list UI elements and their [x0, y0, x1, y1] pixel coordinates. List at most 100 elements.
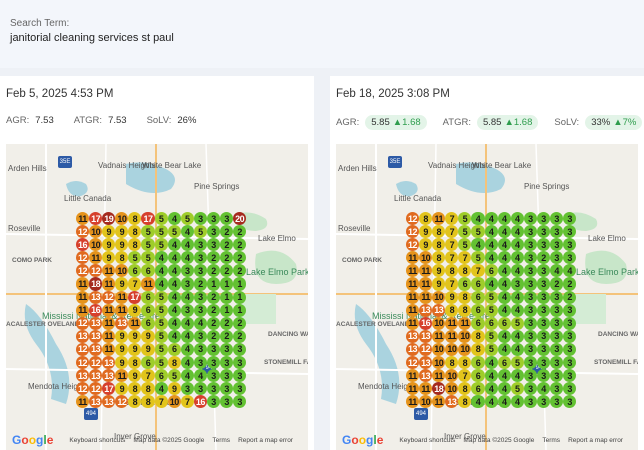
rank-cell[interactable]: 5: [154, 316, 168, 330]
rank-cell[interactable]: 4: [497, 238, 511, 252]
rank-cell[interactable]: 4: [167, 264, 181, 278]
rank-cell[interactable]: 9: [141, 329, 155, 343]
rank-cell[interactable]: 8: [128, 212, 142, 226]
rank-cell[interactable]: 4: [484, 395, 498, 409]
rank-cell[interactable]: 11: [419, 264, 433, 278]
rank-cell[interactable]: 4: [510, 329, 524, 343]
rank-cell[interactable]: 6: [497, 356, 511, 370]
rank-cell[interactable]: 3: [220, 369, 234, 383]
rank-cell[interactable]: 3: [220, 212, 234, 226]
rank-cell[interactable]: 4: [497, 329, 511, 343]
rank-cell[interactable]: 13: [432, 303, 446, 317]
rank-cell[interactable]: 3: [193, 329, 207, 343]
rank-cell[interactable]: 9: [115, 342, 129, 357]
rank-cell[interactable]: 2: [220, 225, 234, 239]
rank-cell[interactable]: 7: [141, 369, 155, 383]
rank-cell[interactable]: 3: [220, 356, 234, 370]
rank-cell[interactable]: 8: [445, 356, 459, 370]
rank-cell[interactable]: 10: [432, 356, 446, 370]
rank-cell[interactable]: 4: [563, 264, 577, 278]
rank-cell[interactable]: 3: [206, 369, 221, 383]
rank-cell[interactable]: 3: [536, 264, 551, 278]
rank-cell[interactable]: 2: [193, 277, 207, 291]
rank-cell[interactable]: 3: [233, 382, 247, 396]
rank-cell[interactable]: 19: [102, 212, 116, 226]
rank-cell[interactable]: 4: [154, 264, 168, 278]
rank-cell[interactable]: 3: [193, 382, 207, 396]
rank-cell[interactable]: 11: [406, 316, 420, 330]
rank-cell[interactable]: 5: [510, 316, 524, 330]
rank-cell[interactable]: 3: [536, 225, 551, 239]
rank-cell[interactable]: 6: [471, 277, 485, 291]
rank-cell[interactable]: 3: [180, 382, 194, 396]
rank-cell[interactable]: 3: [193, 356, 207, 370]
rank-cell[interactable]: 4: [536, 382, 551, 396]
report-map-error-link[interactable]: Report a map error: [238, 436, 293, 444]
rank-cell[interactable]: 4: [180, 342, 194, 357]
rank-cell[interactable]: 9: [102, 251, 116, 265]
rank-cell[interactable]: 10: [445, 342, 459, 357]
rank-cell[interactable]: 4: [180, 225, 194, 239]
rank-cell[interactable]: 4: [497, 303, 511, 317]
rank-cell[interactable]: 5: [154, 225, 168, 239]
rank-cell[interactable]: 11: [432, 395, 446, 409]
rank-cell[interactable]: 3: [523, 212, 537, 226]
rank-cell[interactable]: 16: [89, 303, 103, 317]
rank-cell[interactable]: 4: [510, 342, 524, 357]
rank-cell[interactable]: 10: [458, 342, 472, 357]
rank-cell[interactable]: 8: [471, 329, 485, 343]
rank-cell[interactable]: 6: [141, 290, 155, 304]
rank-cell[interactable]: 13: [89, 290, 103, 304]
rank-cell[interactable]: 10: [419, 395, 433, 409]
rank-cell[interactable]: 11: [419, 277, 433, 291]
rank-cell[interactable]: 5: [484, 342, 498, 357]
rank-cell[interactable]: 5: [484, 329, 498, 343]
rank-cell[interactable]: 4: [497, 277, 511, 291]
report-map-error-link[interactable]: Report a map error: [568, 436, 623, 444]
rank-cell[interactable]: 6: [471, 369, 485, 383]
rank-cell[interactable]: 3: [536, 277, 551, 291]
rank-cell[interactable]: 17: [89, 212, 103, 226]
rank-cell[interactable]: 6: [471, 316, 485, 330]
rank-cell[interactable]: 6: [484, 264, 498, 278]
rank-cell[interactable]: 5: [167, 225, 181, 239]
rank-cell[interactable]: 18: [89, 277, 103, 291]
rank-cell[interactable]: 2: [563, 277, 577, 291]
rank-cell[interactable]: 4: [484, 212, 498, 226]
rank-cell[interactable]: 4: [497, 264, 511, 278]
rank-cell[interactable]: 8: [458, 356, 472, 370]
rank-cell[interactable]: 3: [523, 369, 537, 383]
rank-cell[interactable]: 11: [102, 329, 116, 343]
rank-cell[interactable]: 3: [523, 303, 537, 317]
rank-cell[interactable]: 3: [563, 395, 577, 409]
rank-cell[interactable]: 11: [406, 277, 420, 291]
rank-cell[interactable]: 9: [102, 238, 116, 252]
rank-cell[interactable]: 11: [406, 264, 420, 278]
rank-cell[interactable]: 11: [76, 212, 90, 226]
rank-cell[interactable]: 9: [432, 264, 446, 278]
rank-cell[interactable]: 4: [180, 290, 194, 304]
rank-cell[interactable]: 9: [102, 225, 116, 239]
rank-cell[interactable]: 3: [233, 369, 247, 383]
rank-cell[interactable]: 6: [484, 316, 498, 330]
rank-cell[interactable]: 3: [536, 342, 551, 357]
rank-cell[interactable]: 8: [128, 225, 142, 239]
rank-cell[interactable]: 3: [220, 342, 234, 357]
rank-cell[interactable]: 20: [233, 212, 247, 226]
rank-cell[interactable]: 16: [419, 316, 433, 330]
rank-cell[interactable]: 7: [458, 369, 472, 383]
rank-cell[interactable]: 2: [233, 316, 247, 330]
rank-cell[interactable]: 3: [550, 342, 564, 357]
rank-cell[interactable]: 9: [115, 356, 129, 370]
rank-cell[interactable]: 4: [471, 212, 485, 226]
rank-cell[interactable]: 9: [141, 342, 155, 357]
rank-cell[interactable]: 4: [497, 382, 511, 396]
rank-cell[interactable]: 11: [89, 251, 103, 265]
rank-cell[interactable]: 11: [128, 316, 142, 330]
rank-cell[interactable]: 8: [128, 382, 142, 396]
rank-cell[interactable]: 8: [432, 238, 446, 252]
rank-cell[interactable]: 11: [115, 290, 129, 304]
rank-cell[interactable]: 4: [167, 303, 181, 317]
rank-cell[interactable]: 17: [102, 382, 116, 396]
rank-cell[interactable]: 10: [445, 382, 459, 396]
